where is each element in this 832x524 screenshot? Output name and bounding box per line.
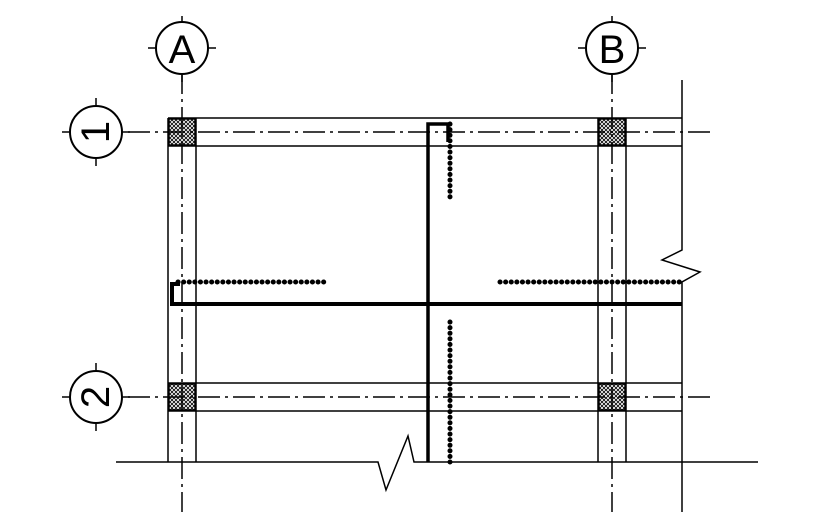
column-a1 (168, 118, 196, 146)
grid-label-a: A (169, 28, 196, 72)
right-break-line (660, 80, 702, 512)
grid-label-2: 2 (74, 386, 118, 408)
grid-label-b: B (599, 28, 626, 72)
grid-bubble-a: A (148, 16, 216, 82)
column-b1 (598, 118, 626, 146)
vertical-rebar (426, 122, 450, 462)
grid-bubble-1: 1 (62, 98, 130, 166)
grid-label-1: 1 (74, 121, 118, 143)
grid-bubble-2: 2 (62, 363, 130, 431)
column-b2 (598, 383, 626, 411)
column-a2 (168, 383, 196, 411)
bottom-break-line (116, 433, 758, 493)
grid-bubble-b: B (578, 16, 646, 82)
